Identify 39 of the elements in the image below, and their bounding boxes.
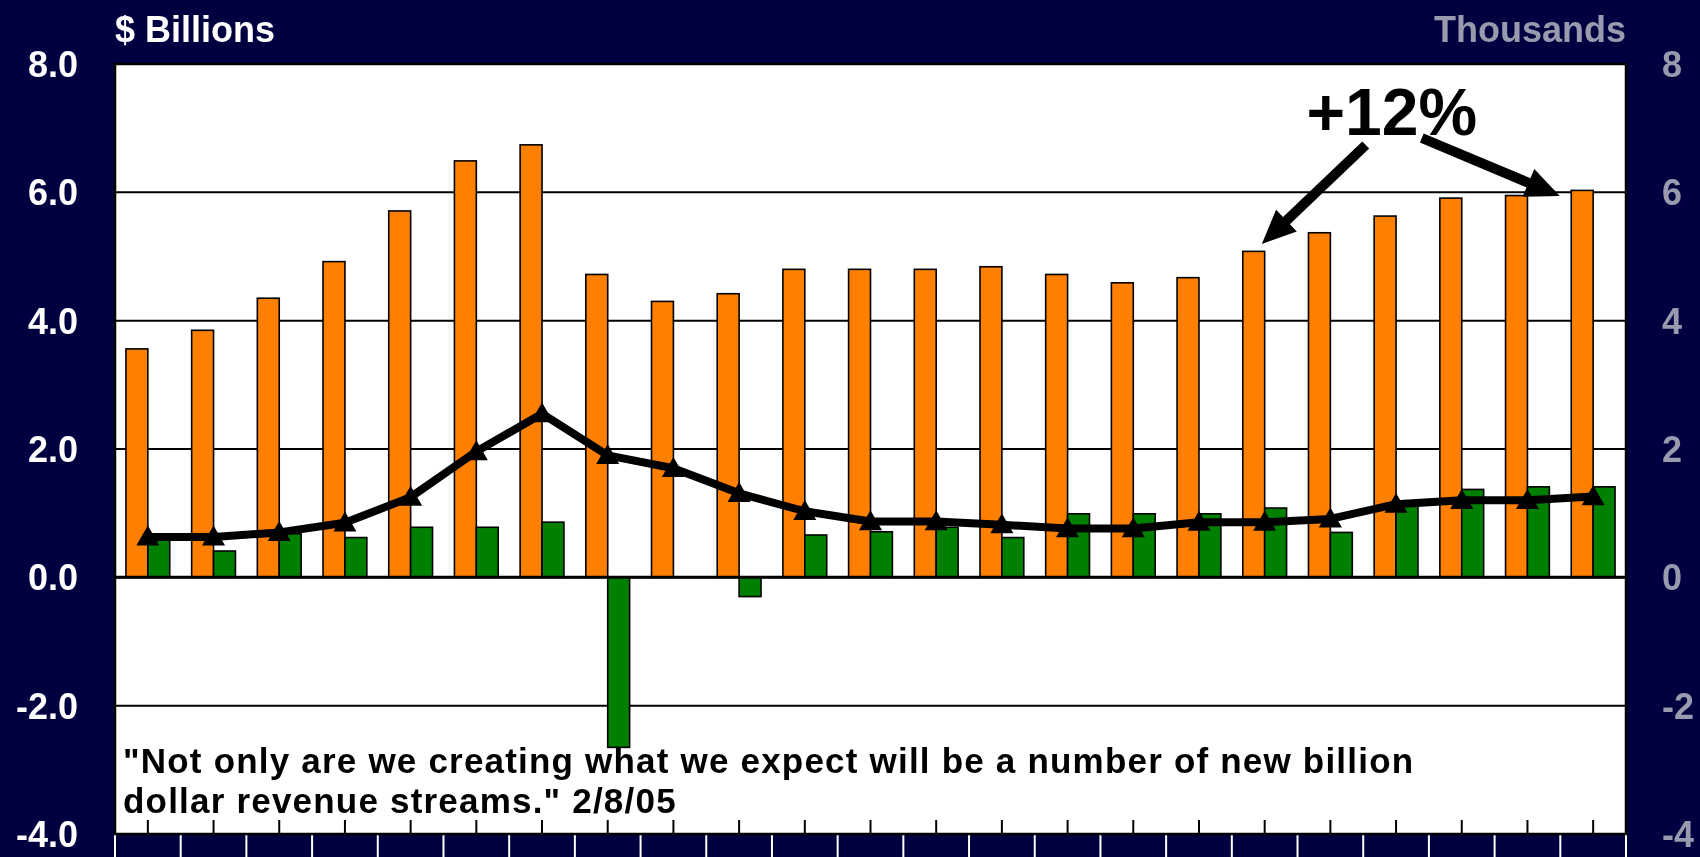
point	[793, 499, 817, 520]
point	[727, 481, 751, 502]
y2-tick-label: 8	[1662, 43, 1683, 85]
y-axis-title: $ Billions	[115, 9, 276, 50]
point	[990, 513, 1014, 534]
point	[267, 521, 291, 542]
y2-axis-title: Thousands	[1433, 9, 1626, 50]
point	[596, 444, 620, 465]
annotation: "Not only are we creating what we expect will be a number of new billion dollar revenue streams." 2/8/05	[123, 741, 1415, 820]
point	[1515, 489, 1539, 509]
point	[136, 525, 160, 546]
y-tick-label: 6.0	[27, 172, 78, 214]
point	[1318, 507, 1342, 528]
point	[924, 510, 948, 531]
y-tick-label: 4.0	[27, 300, 78, 342]
point	[333, 511, 357, 532]
point	[1581, 485, 1605, 506]
y2-tick-label: 4	[1662, 300, 1683, 342]
y2-tick-label: 6	[1662, 172, 1683, 214]
point	[1450, 489, 1474, 509]
point	[202, 525, 226, 546]
point	[858, 510, 883, 531]
point	[1384, 492, 1408, 513]
point	[1253, 510, 1277, 531]
point	[661, 456, 685, 477]
y2-tick-label: 2	[1662, 428, 1683, 470]
y2-tick-label: -4	[1662, 813, 1695, 855]
y2-tick-label: -2	[1662, 685, 1695, 727]
y2-tick-label: 0	[1662, 557, 1683, 599]
y-tick-label: 0.0	[27, 557, 78, 599]
point	[399, 485, 423, 506]
y-tick-label: 2.0	[27, 428, 78, 470]
point	[1187, 510, 1211, 531]
y-tick-label: 8.0	[27, 43, 78, 85]
point	[1121, 517, 1145, 538]
y-tick-label: -4.0	[15, 813, 78, 855]
annotation: +12%	[1306, 75, 1478, 149]
point	[1056, 517, 1080, 538]
y-tick-label: -2.0	[15, 685, 78, 727]
